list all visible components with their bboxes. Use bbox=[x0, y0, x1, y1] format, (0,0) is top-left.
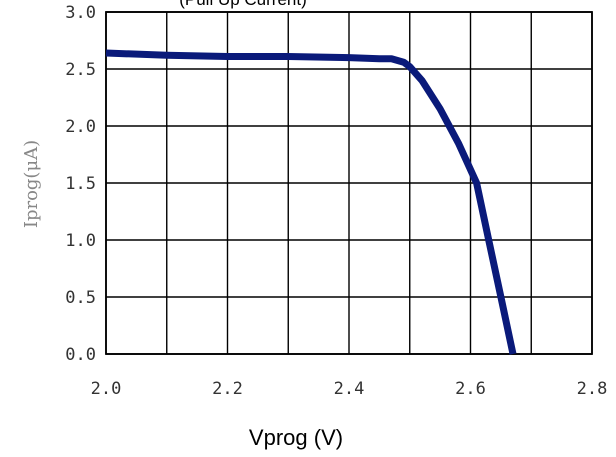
chart-title: (Pull Up Current) bbox=[179, 0, 307, 9]
y-tick-label: 1.0 bbox=[65, 231, 96, 251]
x-tick-label: 2.8 bbox=[577, 379, 608, 399]
y-tick-label: 1.5 bbox=[65, 174, 96, 194]
series-line bbox=[105, 49, 517, 355]
plot-frame bbox=[105, 11, 593, 355]
y-tick-label: 3.0 bbox=[65, 3, 96, 23]
x-tick-label: 2.0 bbox=[91, 379, 122, 399]
y-tick-label: 0.0 bbox=[65, 345, 96, 365]
y-axis-label: Iprog(μA) bbox=[21, 140, 42, 228]
x-axis-label: Vprog (V) bbox=[249, 425, 343, 450]
x-tick-label: 2.6 bbox=[455, 379, 486, 399]
y-tick-label: 0.5 bbox=[65, 288, 96, 308]
y-tick-label: 2.0 bbox=[65, 117, 96, 137]
chart-grid bbox=[105, 11, 593, 355]
x-tick-label: 2.4 bbox=[334, 379, 365, 399]
x-tick-label: 2.2 bbox=[212, 379, 243, 399]
chart-tick-labels: 0.0 0.5 1.0 1.5 2.0 2.5 3.0 2.0 2.2 2.4 2.6 2.8 bbox=[65, 3, 607, 399]
y-tick-label: 2.5 bbox=[65, 60, 96, 80]
chart-series bbox=[105, 49, 517, 355]
